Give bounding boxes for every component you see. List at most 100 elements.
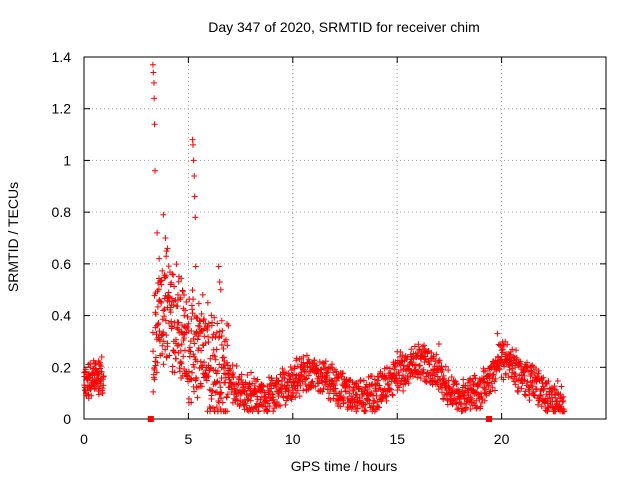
data-point	[489, 384, 496, 391]
data-point	[371, 376, 378, 383]
data-point	[203, 377, 210, 384]
data-point	[365, 396, 372, 403]
data-point	[170, 348, 177, 355]
data-point	[215, 263, 222, 270]
data-point	[190, 335, 197, 342]
data-point	[218, 341, 225, 348]
data-point	[178, 341, 185, 348]
data-point	[340, 394, 347, 401]
data-point	[543, 391, 550, 398]
data-point	[181, 292, 188, 299]
data-point	[218, 317, 225, 324]
data-point	[170, 271, 177, 278]
data-point	[467, 394, 474, 401]
data-point	[494, 330, 501, 337]
axis-ticks	[83, 56, 606, 420]
data-point	[275, 392, 282, 399]
data-point	[157, 298, 164, 305]
data-point	[289, 384, 296, 391]
data-point	[481, 389, 488, 396]
data-point	[86, 374, 93, 381]
data-point	[159, 342, 166, 349]
data-point	[408, 358, 415, 365]
data-point	[155, 286, 162, 293]
data-point	[198, 310, 205, 317]
data-point	[94, 372, 101, 379]
data-point	[187, 375, 194, 382]
data-point	[100, 373, 107, 380]
data-point	[238, 371, 245, 378]
data-point	[266, 381, 273, 388]
data-point	[417, 375, 424, 382]
data-point	[554, 398, 561, 405]
data-point	[100, 382, 107, 389]
data-point	[424, 369, 431, 376]
data-point	[193, 328, 200, 335]
data-point	[90, 379, 97, 386]
data-point	[191, 353, 198, 360]
data-point	[206, 386, 213, 393]
data-point	[404, 376, 411, 383]
data-point	[207, 365, 214, 372]
data-point	[448, 374, 455, 381]
data-point	[202, 340, 209, 347]
data-point	[429, 367, 436, 374]
data-point	[229, 362, 236, 369]
data-point	[287, 376, 294, 383]
data-point	[473, 404, 480, 411]
data-point	[279, 381, 286, 388]
data-point	[495, 362, 502, 369]
data-point	[369, 392, 376, 399]
data-point	[164, 340, 171, 347]
data-point	[313, 362, 320, 369]
data-point	[259, 403, 266, 410]
data-point	[153, 331, 160, 338]
data-point	[492, 375, 499, 382]
data-point	[165, 263, 172, 270]
data-point	[223, 394, 230, 401]
data-point	[195, 300, 202, 307]
data-point	[226, 376, 233, 383]
data-point	[471, 372, 478, 379]
data-point	[191, 340, 198, 347]
data-point	[507, 349, 514, 356]
y-tick-labels: 0 0.2 0.4 0.6 0.8 1 1.2 1.4	[52, 49, 72, 427]
data-point	[522, 388, 529, 395]
data-point	[219, 327, 226, 334]
data-point	[512, 381, 519, 388]
data-point	[489, 371, 496, 378]
data-point	[158, 299, 165, 306]
data-point	[162, 273, 169, 280]
data-point	[213, 370, 220, 377]
data-point	[172, 336, 179, 343]
data-point	[82, 369, 89, 376]
data-point	[150, 388, 157, 395]
data-point	[477, 403, 484, 410]
data-point	[319, 388, 326, 395]
data-point	[434, 373, 441, 380]
data-point	[446, 385, 453, 392]
data-point	[159, 351, 166, 358]
data-point	[290, 379, 297, 386]
data-point	[275, 402, 282, 409]
data-point	[518, 385, 525, 392]
data-point	[358, 386, 365, 393]
data-point	[319, 359, 326, 366]
data-point	[178, 275, 185, 282]
data-point	[297, 382, 304, 389]
data-point	[306, 358, 313, 365]
data-point	[496, 342, 503, 349]
data-point	[152, 311, 159, 318]
data-point	[182, 347, 189, 354]
grid-lines	[84, 57, 606, 419]
data-point	[227, 366, 234, 373]
data-point	[262, 397, 269, 404]
data-point	[416, 362, 423, 369]
data-point	[472, 375, 479, 382]
data-point	[322, 364, 329, 371]
data-point	[99, 385, 106, 392]
data-point	[171, 349, 178, 356]
data-point	[487, 370, 494, 377]
data-point	[488, 380, 495, 387]
data-point	[213, 403, 220, 410]
